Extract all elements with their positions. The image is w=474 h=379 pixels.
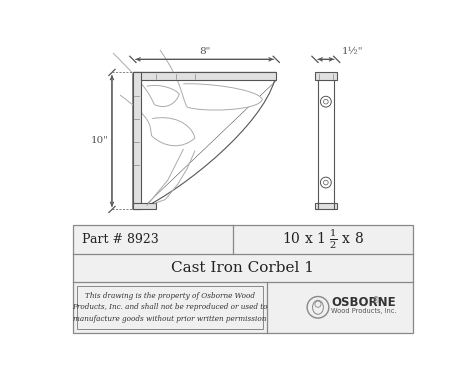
Bar [315, 203, 337, 210]
Bar [133, 203, 156, 210]
Text: Cast Iron Corbel 1: Cast Iron Corbel 1 [172, 261, 314, 275]
Text: ®: ® [372, 296, 380, 305]
Bar [133, 72, 141, 210]
Text: Wood Products, Inc.: Wood Products, Inc. [331, 308, 397, 314]
Bar [315, 72, 337, 80]
Polygon shape [141, 80, 276, 210]
Text: Part # 8923: Part # 8923 [82, 233, 159, 246]
Text: OSBORNE: OSBORNE [331, 296, 396, 309]
PathPatch shape [147, 85, 179, 106]
Polygon shape [133, 72, 276, 210]
Text: 10 x 1 $\mathregular{\frac{1}{2}}$ x 8: 10 x 1 $\mathregular{\frac{1}{2}}$ x 8 [282, 228, 364, 251]
Text: 10": 10" [91, 136, 109, 146]
Bar [133, 72, 276, 80]
Text: This drawing is the property of Osborne Wood
Products, Inc. and shall not be rep: This drawing is the property of Osborne … [72, 292, 268, 323]
PathPatch shape [151, 117, 195, 146]
Text: 8": 8" [199, 47, 210, 56]
PathPatch shape [183, 84, 262, 110]
Bar [77, 286, 263, 329]
Text: 1½": 1½" [341, 47, 363, 56]
Bar [73, 225, 413, 333]
